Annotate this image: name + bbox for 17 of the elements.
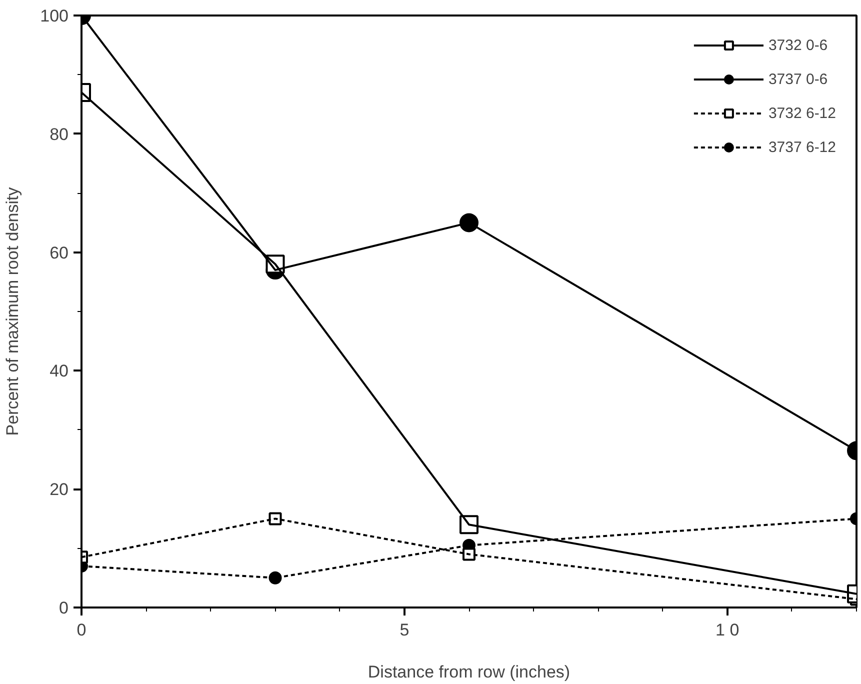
y-tick-label: 100	[40, 6, 69, 26]
x-axis-title: Distance from row (inches)	[368, 662, 570, 682]
y-tick-label: 60	[50, 243, 69, 262]
point	[462, 548, 476, 561]
x-tick-label: 1 0	[716, 620, 740, 640]
y-tick-label: 20	[50, 480, 69, 500]
legend-label: 3737 0-6	[768, 70, 828, 88]
x-tick-label: 0	[76, 620, 86, 640]
legend-label: 3737 6-12	[768, 138, 836, 156]
y-axis-title: Percent of maximum root density	[3, 186, 22, 436]
point	[268, 512, 282, 526]
legend-label: 3732 6-12	[768, 104, 836, 122]
x-tick-label: 5	[400, 620, 410, 640]
y-tick-label: 0	[59, 598, 69, 618]
y-tick-label: 80	[50, 124, 69, 144]
y-tick-label: 40	[50, 362, 69, 381]
legend-label: 3732 0-6	[768, 36, 828, 54]
